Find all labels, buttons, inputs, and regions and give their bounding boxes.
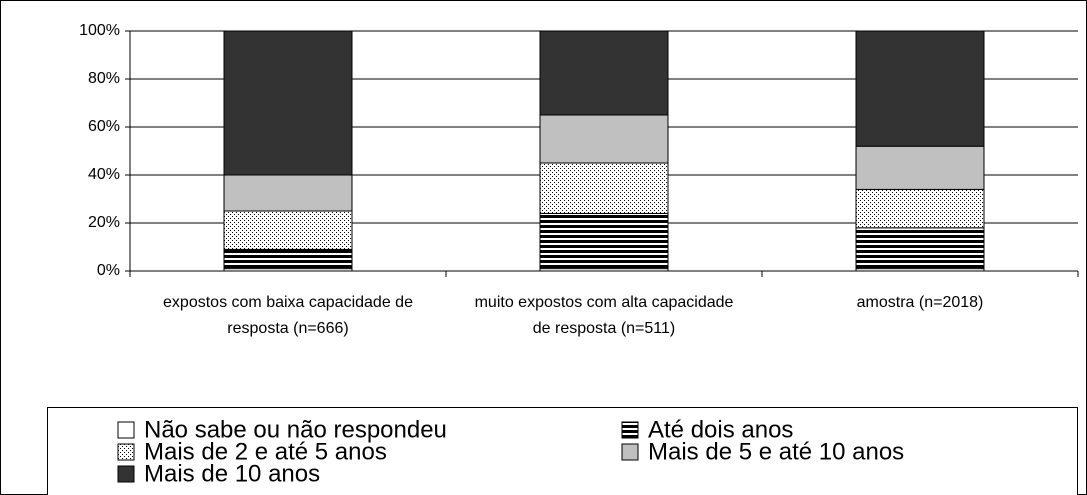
y-tick-label: 60% (88, 118, 120, 135)
legend-label: Mais de 2 e até 5 anos (144, 438, 387, 465)
bar-segment (855, 145, 985, 190)
legend-swatch (117, 465, 135, 483)
legend-swatch (621, 443, 639, 461)
x-tick-label: muito expostos com alta capacidade de re… (474, 294, 734, 337)
bar-segment (539, 114, 669, 164)
y-tick-label: 0% (97, 262, 120, 279)
legend-label: Mais de 5 e até 10 anos (648, 438, 904, 465)
legend-swatch (117, 443, 135, 461)
bar-segment (223, 174, 353, 212)
legend-label: Até dois anos (648, 416, 793, 443)
bar-segment (855, 227, 985, 270)
bar-segment (223, 30, 353, 176)
legend-swatch (117, 421, 135, 439)
bar-segment (855, 188, 985, 229)
y-tick-label: 20% (88, 214, 120, 231)
bar-segment (223, 248, 353, 270)
x-tick-label: expostos com baixa capacidade de respost… (163, 294, 413, 337)
bar-segment (539, 212, 669, 270)
legend-label: Não sabe ou não respondeu (144, 416, 447, 443)
bar-segment (223, 210, 353, 250)
bar-segment (539, 162, 669, 214)
y-tick-label: 40% (88, 166, 120, 183)
bar-segment (539, 30, 669, 116)
bar-segment (855, 30, 985, 147)
y-tick-label: 80% (88, 70, 120, 87)
legend-box (47, 407, 1078, 495)
legend-label: Mais de 10 anos (144, 460, 320, 487)
legend-swatch (621, 421, 639, 439)
x-tick-label: amostra (n=2018) (856, 294, 984, 311)
y-tick-label: 100% (79, 22, 120, 39)
